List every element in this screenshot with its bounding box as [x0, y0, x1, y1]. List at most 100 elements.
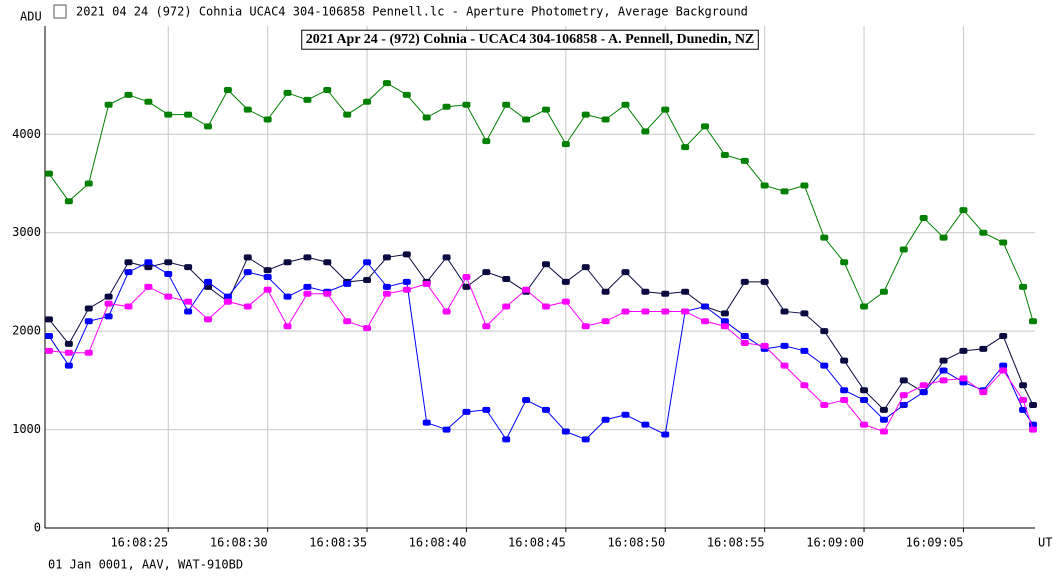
point [800, 182, 809, 189]
point [800, 347, 809, 354]
point [263, 286, 272, 293]
point [124, 259, 133, 266]
point [760, 278, 769, 285]
point [959, 207, 968, 214]
point [879, 288, 888, 295]
point [541, 261, 550, 268]
x-tick-label: 16:08:55 [707, 536, 765, 550]
point [641, 128, 650, 135]
point [681, 144, 690, 151]
point [323, 290, 332, 297]
point [879, 416, 888, 423]
point [899, 401, 908, 408]
point [343, 318, 352, 325]
point [959, 375, 968, 382]
point [303, 290, 312, 297]
point [899, 392, 908, 399]
point [482, 323, 491, 330]
x-tick-label: 16:09:00 [806, 536, 864, 550]
point [243, 106, 252, 113]
point [939, 357, 948, 364]
x-tick-label: 16:09:05 [906, 536, 964, 550]
point [323, 86, 332, 93]
point [1019, 382, 1028, 389]
point [243, 303, 252, 310]
point [184, 308, 193, 315]
point [681, 308, 690, 315]
point [720, 310, 729, 317]
point [363, 259, 372, 266]
point [164, 259, 173, 266]
point [363, 276, 372, 283]
point [164, 293, 173, 300]
point [999, 239, 1008, 246]
point [959, 347, 968, 354]
point [860, 387, 869, 394]
point [44, 316, 53, 323]
point [641, 308, 650, 315]
point [840, 259, 849, 266]
point [860, 397, 869, 404]
point [382, 290, 391, 297]
y-tick-label: 3000 [12, 225, 41, 239]
point [124, 91, 133, 98]
point [601, 288, 610, 295]
point [621, 101, 630, 108]
point [223, 293, 232, 300]
x-tick-label: 16:08:40 [409, 536, 467, 550]
point [402, 251, 411, 258]
point [502, 303, 511, 310]
point [1029, 426, 1038, 433]
point [820, 234, 829, 241]
point [482, 406, 491, 413]
point [502, 436, 511, 443]
point [144, 98, 153, 105]
point [44, 333, 53, 340]
point [402, 286, 411, 293]
point [780, 308, 789, 315]
point [184, 111, 193, 118]
point [124, 303, 133, 310]
footer: 01 Jan 0001, AAV, WAT-910BD [48, 558, 243, 572]
point [800, 310, 809, 317]
series-line [48, 82, 1034, 322]
point [561, 428, 570, 435]
point [184, 298, 193, 305]
point [422, 419, 431, 426]
point [303, 254, 312, 261]
point [681, 288, 690, 295]
point [701, 303, 709, 310]
y-tick-label: 1000 [12, 422, 41, 436]
point [223, 298, 232, 305]
point [442, 254, 451, 261]
point [999, 367, 1008, 374]
point [44, 347, 53, 354]
point [522, 116, 531, 123]
point [363, 325, 372, 332]
point [561, 141, 570, 148]
point [462, 408, 471, 415]
point [164, 271, 173, 278]
point [979, 345, 988, 352]
point [522, 286, 531, 293]
point [740, 333, 749, 340]
point [661, 431, 670, 438]
point [164, 111, 173, 118]
point [601, 116, 610, 123]
point [283, 259, 292, 266]
point [561, 278, 570, 285]
point [720, 151, 729, 158]
point [621, 308, 630, 315]
point [541, 303, 550, 310]
point [999, 362, 1008, 369]
point [939, 234, 948, 241]
point [462, 101, 471, 108]
point [64, 340, 73, 347]
point [780, 362, 789, 369]
point [780, 342, 789, 349]
x-axis-label: UT [1038, 536, 1052, 550]
point [701, 123, 709, 130]
point [84, 180, 93, 187]
